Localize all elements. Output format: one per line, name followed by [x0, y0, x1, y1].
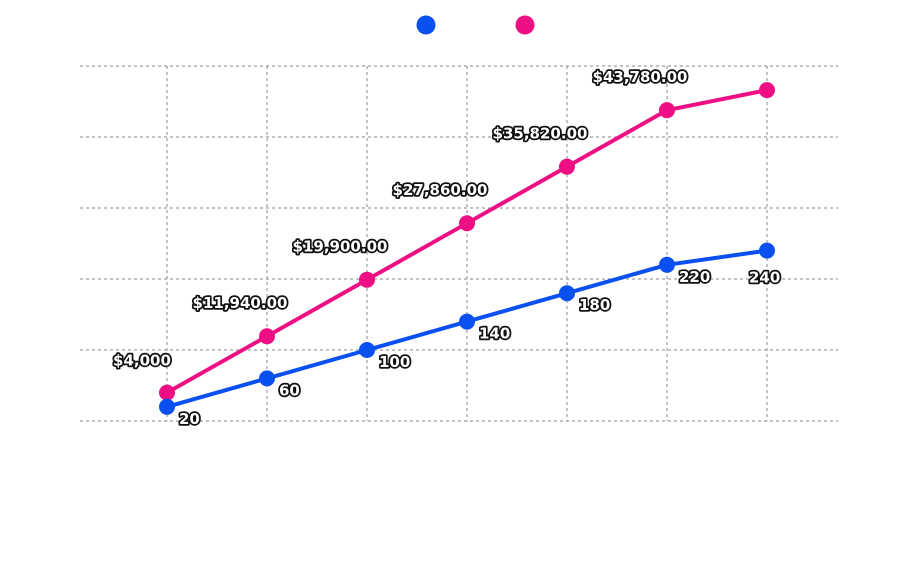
data-points — [159, 82, 775, 415]
data-point-series-2[interactable] — [559, 158, 575, 175]
data-point-series-2[interactable] — [359, 271, 375, 288]
legend-marker-series-2[interactable] — [515, 15, 535, 35]
data-label-series-1: 20 — [179, 410, 200, 428]
data-label-series-2: $4,000 — [113, 352, 171, 370]
data-point-series-2[interactable] — [759, 82, 775, 99]
data-label-series-1: 180 — [579, 296, 610, 314]
data-label-series-2: $11,940.00 — [193, 294, 288, 312]
data-label-series-1: 220 — [679, 268, 710, 286]
grid — [80, 65, 838, 422]
data-label-series-2: $19,900.00 — [293, 238, 388, 256]
data-point-series-1[interactable] — [259, 370, 275, 387]
legend — [416, 15, 535, 35]
data-label-series-1: 100 — [379, 353, 410, 371]
data-labels: 20 60 100 140 180 220 240 $4,000 $11,940.00 $19,9… — [111, 66, 782, 429]
data-point-series-2[interactable] — [259, 328, 275, 345]
data-point-series-1[interactable] — [759, 242, 775, 259]
data-point-series-2[interactable] — [459, 215, 475, 232]
data-point-series-1[interactable] — [459, 313, 475, 330]
data-label-series-2: $43,780.00 — [593, 68, 688, 86]
data-point-series-1[interactable] — [359, 342, 375, 358]
data-label-series-1: 60 — [279, 381, 300, 399]
data-point-series-1[interactable] — [559, 285, 575, 302]
data-label-series-1: 240 — [749, 269, 780, 287]
data-point-series-2[interactable] — [159, 384, 175, 401]
data-label-series-2: $27,860.00 — [393, 181, 488, 199]
data-label-series-2: $35,820.00 — [493, 125, 588, 143]
data-point-series-1[interactable] — [159, 398, 175, 415]
data-point-series-2[interactable] — [659, 102, 675, 119]
data-label-series-1: 140 — [479, 325, 510, 343]
legend-marker-series-1[interactable] — [416, 15, 436, 35]
data-point-series-1[interactable] — [659, 256, 675, 273]
